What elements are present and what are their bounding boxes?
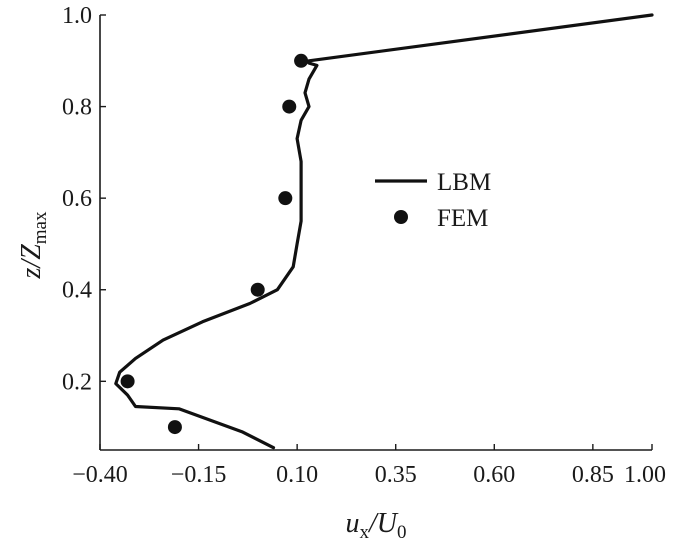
x-axis-title: ux/U0	[346, 508, 407, 543]
axes: 0.2 0.4 0.6 0.8 1.0 −0.40 −0.15 0.10 0.35 0.60 0.8…	[62, 3, 666, 488]
data-point-fem	[167, 420, 182, 435]
data-point-fem	[294, 53, 309, 68]
legend-label-fem: FEM	[437, 205, 488, 232]
data-point-fem	[278, 191, 293, 206]
y-tick-label: 0.4	[62, 278, 92, 304]
x-tick-label: 0.85	[572, 462, 614, 488]
legend-swatch-fem	[394, 210, 408, 224]
y-axis-title: z/Zmax	[16, 211, 51, 279]
series-layer	[114, 13, 654, 450]
x-tick-label: 1.00	[624, 462, 666, 488]
y-tick-label: 1.0	[62, 3, 92, 29]
x-tick-label: −0.40	[72, 462, 128, 488]
y-tick-label: 0.8	[62, 95, 92, 121]
legend-label-lbm: LBM	[437, 169, 491, 196]
data-point-fem	[282, 99, 297, 114]
y-tick-label: 0.2	[62, 369, 92, 395]
y-tick-label: 0.6	[62, 186, 92, 212]
series-line-lbm	[114, 13, 654, 450]
x-tick-label: 0.60	[473, 462, 515, 488]
data-point-fem	[250, 282, 265, 297]
x-tick-label: 0.10	[276, 462, 318, 488]
x-tick-label: −0.15	[171, 462, 227, 488]
data-point-fem	[120, 374, 135, 389]
x-tick-label: 0.35	[375, 462, 417, 488]
legend: LBM FEM	[375, 169, 491, 232]
